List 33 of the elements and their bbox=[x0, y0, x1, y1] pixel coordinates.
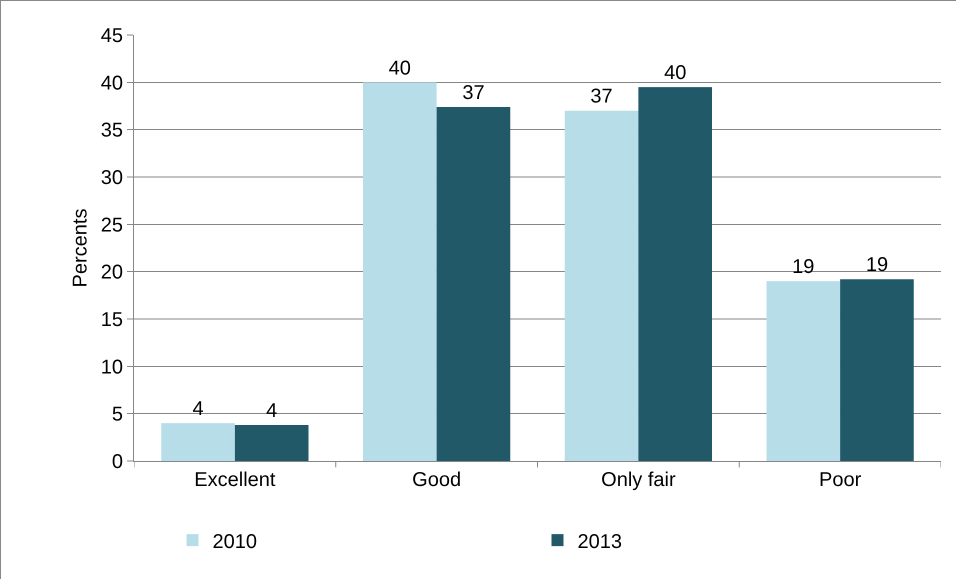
bar bbox=[436, 106, 510, 461]
y-tick-label: 35 bbox=[100, 120, 123, 142]
y-tick-label: 5 bbox=[112, 404, 123, 426]
y-tick-label: 10 bbox=[100, 356, 123, 378]
data-label: 37 bbox=[462, 82, 485, 104]
x-tick-label: Only fair bbox=[601, 469, 676, 491]
data-label: 4 bbox=[192, 398, 204, 420]
y-tick-label: 45 bbox=[100, 25, 123, 47]
bar bbox=[362, 82, 437, 461]
y-tick-label: 40 bbox=[100, 72, 123, 94]
data-label: 19 bbox=[866, 254, 888, 276]
legend-label: 2010 bbox=[212, 530, 257, 553]
y-axis-title: Percents bbox=[69, 208, 92, 288]
bar bbox=[840, 279, 914, 461]
y-tick-label: 15 bbox=[100, 309, 123, 331]
legend-label: 2013 bbox=[578, 530, 622, 553]
data-label: 40 bbox=[388, 57, 411, 80]
bar bbox=[161, 423, 235, 461]
x-tick-label: Poor bbox=[819, 469, 862, 491]
y-tick-label: 0 bbox=[112, 451, 123, 473]
data-label: 40 bbox=[664, 62, 686, 84]
bar bbox=[564, 110, 638, 461]
bar bbox=[638, 87, 712, 461]
y-tick-label: 20 bbox=[100, 262, 123, 284]
x-tick-label: Excellent bbox=[194, 469, 276, 491]
data-label: 4 bbox=[266, 400, 278, 422]
data-label: 37 bbox=[590, 86, 613, 108]
bar bbox=[766, 281, 840, 461]
data-label: 19 bbox=[792, 256, 814, 278]
y-tick-label: 30 bbox=[100, 167, 123, 189]
bar bbox=[234, 425, 309, 461]
x-tick-label: Good bbox=[412, 469, 462, 491]
y-tick-label: 25 bbox=[100, 214, 123, 236]
